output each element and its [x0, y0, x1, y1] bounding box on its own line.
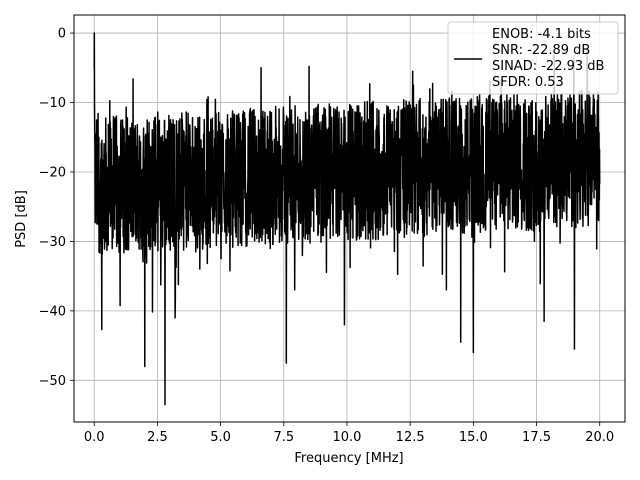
x-tick-label: 17.5 [522, 430, 551, 445]
x-tick-label: 7.5 [273, 430, 294, 445]
x-tick-label: 20.0 [585, 430, 614, 445]
plot-frame [73, 14, 626, 423]
legend-box [447, 21, 619, 95]
x-tick-label: 2.5 [147, 430, 168, 445]
psd-trace [93, 32, 601, 406]
legend-entry: SFDR: 0.53 [492, 75, 564, 90]
x-axis-label: Frequency [MHz] [294, 451, 403, 466]
y-tick-label: 0 [58, 27, 66, 42]
y-tick-label: −10 [39, 96, 66, 111]
y-tick-label: −30 [39, 235, 66, 250]
legend-entry: ENOB: -4.1 bits [492, 27, 591, 42]
x-tick-label: 10.0 [332, 430, 361, 445]
y-tick-label: −50 [39, 374, 66, 389]
series-psd [93, 32, 601, 406]
y-axis-label: PSD [dB] [14, 190, 29, 248]
x-tick-label: 12.5 [396, 430, 425, 445]
x-tick-label: 0.0 [84, 430, 105, 445]
x-axis: 0.0 2.5 5.0 7.5 10.0 12.5 15.0 17.5 20.0 [84, 422, 614, 445]
legend-entry: SINAD: -22.93 dB [492, 59, 604, 74]
y-tick-label: −20 [39, 165, 66, 180]
y-tick-label: −40 [39, 304, 66, 319]
x-tick-label: 15.0 [459, 430, 488, 445]
x-tick-label: 5.0 [210, 430, 231, 445]
legend-entry: SNR: -22.89 dB [492, 43, 590, 58]
y-axis: 0 −10 −20 −30 −40 −50 [39, 27, 74, 389]
